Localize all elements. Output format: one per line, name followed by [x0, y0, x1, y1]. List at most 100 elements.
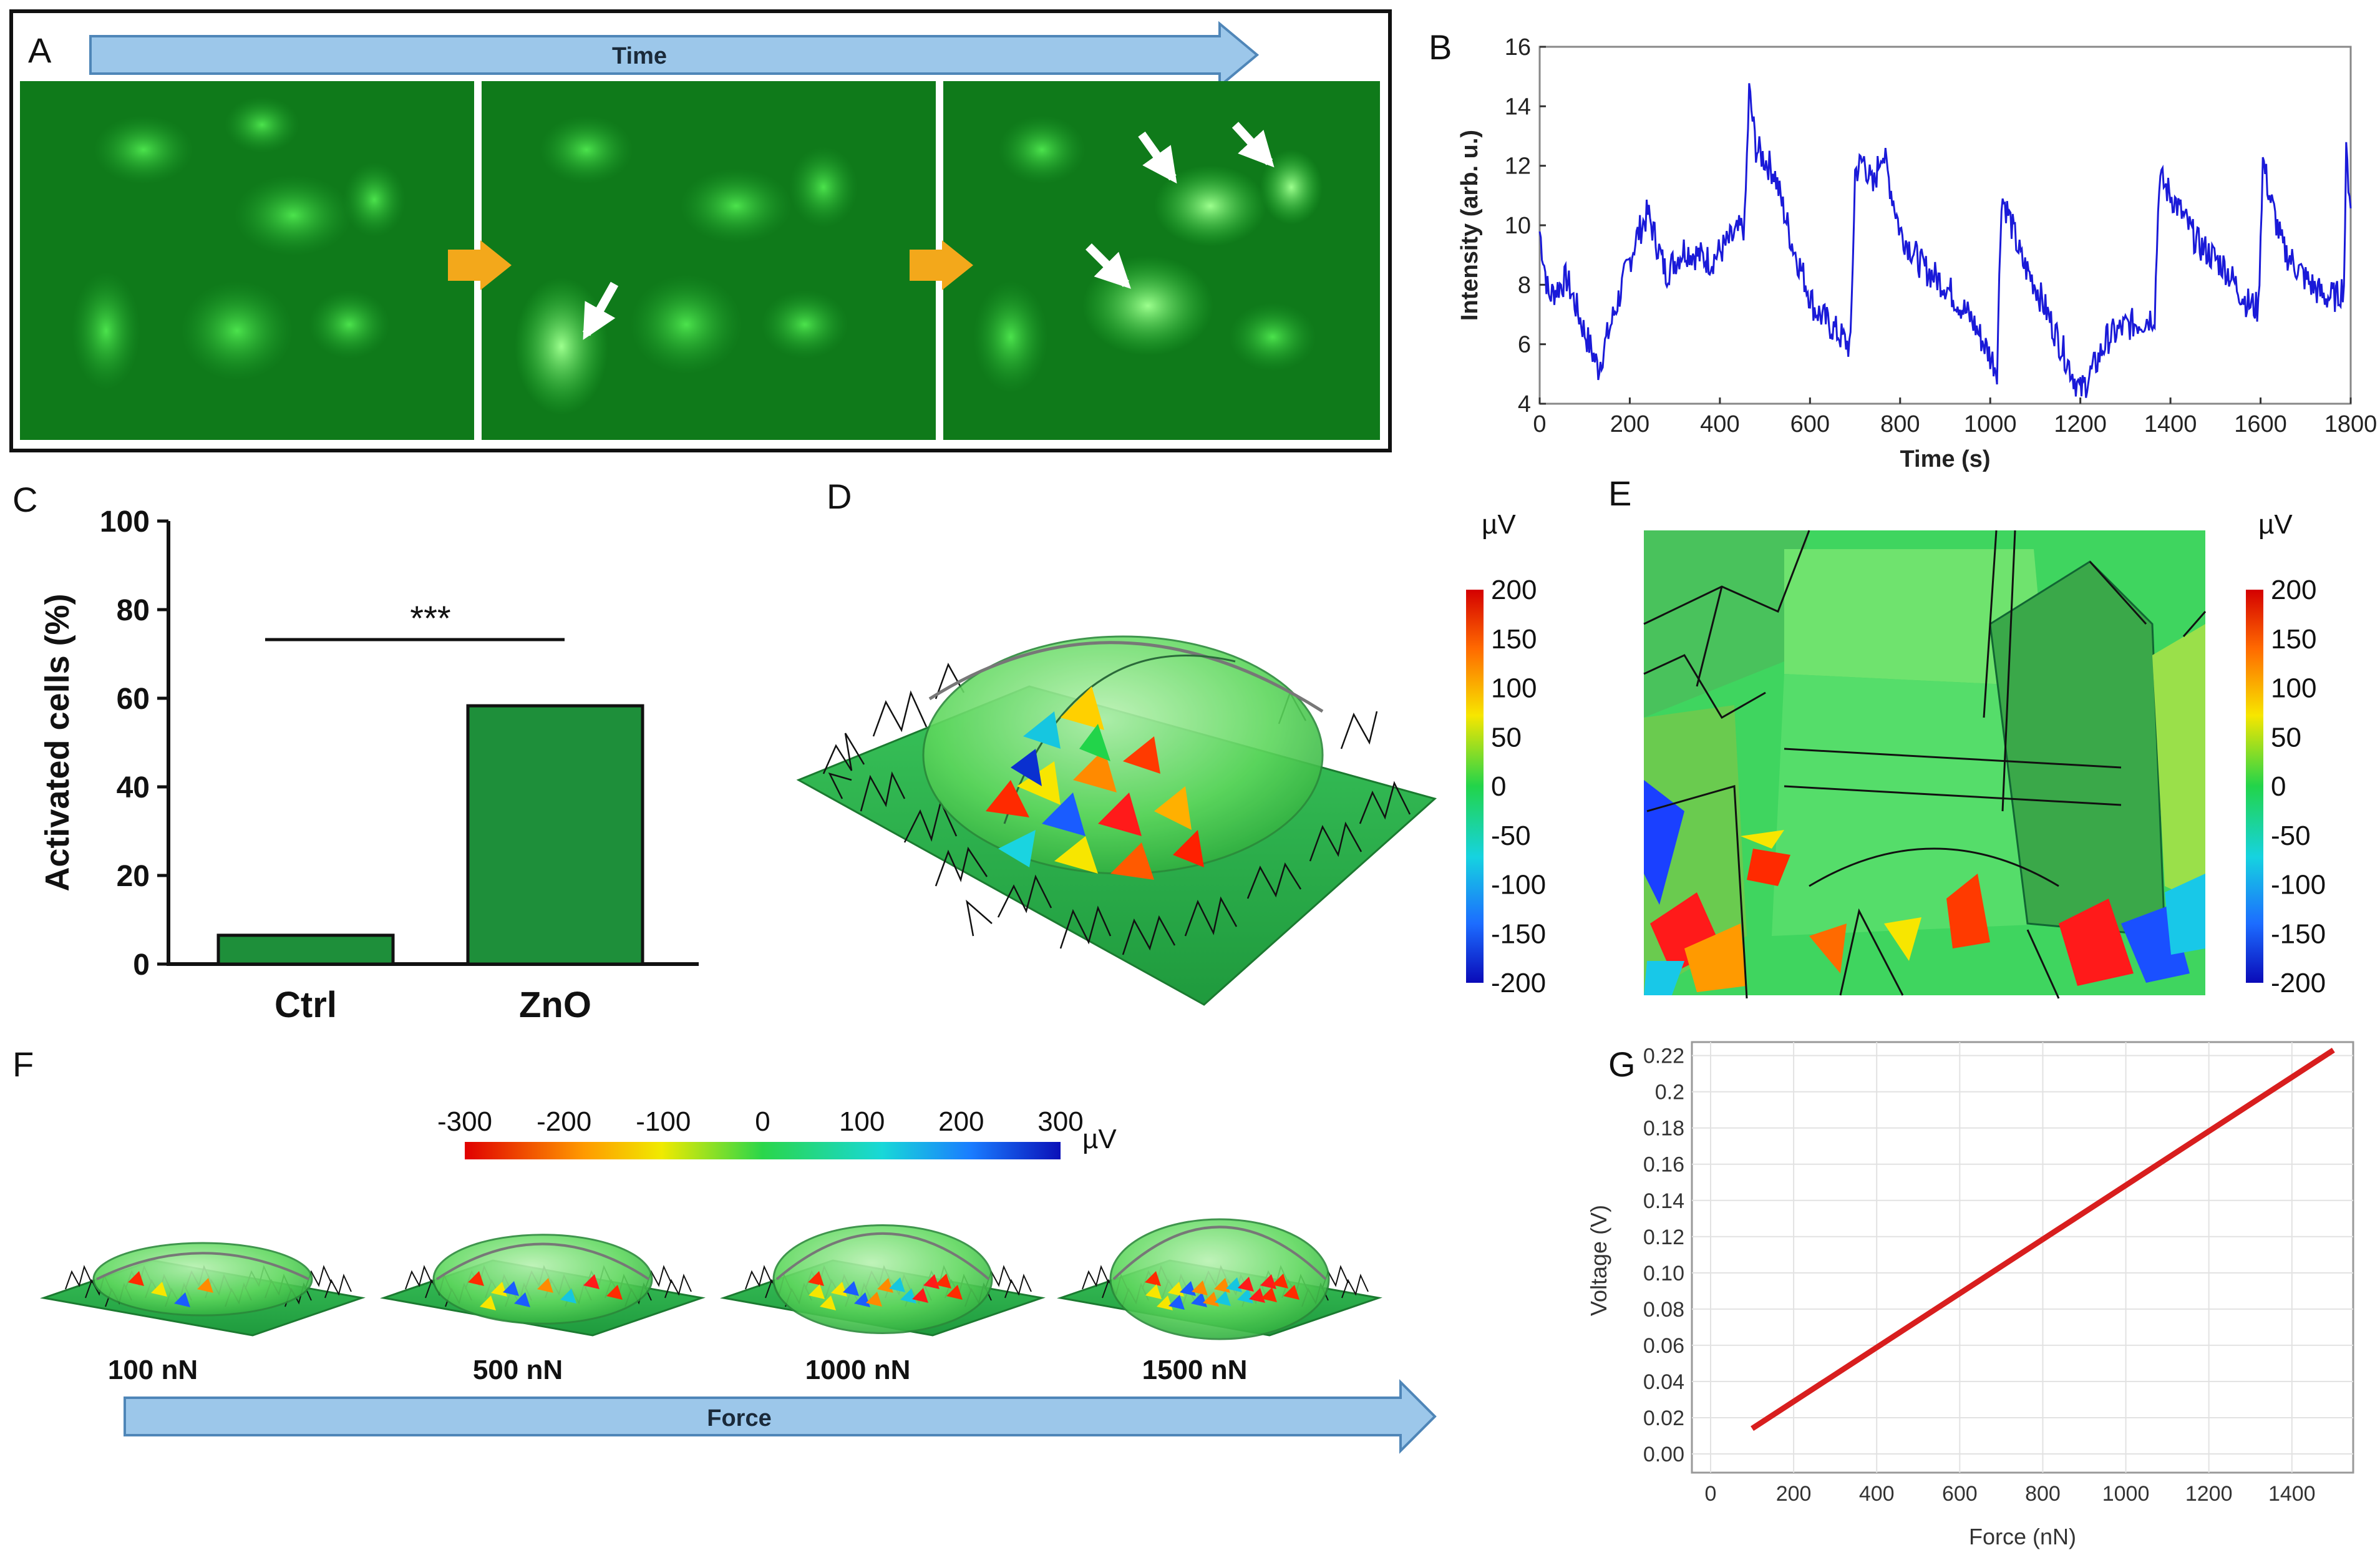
colorbar-d — [1466, 590, 1484, 983]
colorbar-f-tick: 0 — [755, 1106, 770, 1137]
force-piezo-patch — [1203, 1292, 1219, 1307]
panel-e: E µV 200 150 100 50 0 -50 -100 -150 -200 — [1608, 474, 2326, 999]
force-piezo-patch — [1191, 1292, 1207, 1307]
force-arrow-label: Force — [707, 1405, 771, 1431]
force-label-4: 1500 nN — [1142, 1355, 1248, 1385]
panel-g-ytick-label: 0.10 — [1643, 1262, 1684, 1285]
orange-arrow-2 — [910, 240, 973, 290]
piezo-patches-d — [986, 686, 1204, 880]
bar-ctrl — [216, 933, 395, 966]
orange-arrow-1 — [448, 240, 512, 290]
panel-g-ytick-label: 0.08 — [1643, 1298, 1684, 1322]
force-dome-outline — [435, 1242, 650, 1280]
panel-b-ytick-label: 8 — [1518, 272, 1531, 298]
panel-b-xtick-label: 400 — [1700, 411, 1739, 437]
panel-g: G 0.000.020.040.060.080.100.120.140.160.… — [1586, 1041, 2354, 1549]
force-piezo-patch — [151, 1282, 167, 1297]
colorbar-d-tick: -100 — [1491, 870, 1546, 900]
bar-zno — [466, 704, 644, 966]
force-piezo-patch — [537, 1278, 553, 1293]
panel-g-ytick-label: 0.2 — [1655, 1081, 1684, 1104]
force-piezo-patch — [560, 1289, 576, 1304]
force-piezo-patch — [1226, 1277, 1242, 1292]
force-cell-dome — [1109, 1218, 1330, 1340]
time-arrow-label: Time — [612, 43, 667, 69]
force-dome-1 — [40, 1242, 366, 1337]
colorbar-e-tick: 100 — [2271, 673, 2316, 704]
colorbar-d-tick: -200 — [1491, 968, 1546, 998]
panel-b-xtick-label: 0 — [1533, 411, 1546, 437]
force-piezo-patch — [923, 1274, 940, 1289]
panel-c-ytick-label: 80 — [117, 594, 150, 627]
force-piezo-patch — [1214, 1278, 1230, 1293]
force-dome-3 — [720, 1224, 1046, 1337]
panel-c-x-labels: Ctrl ZnO — [274, 985, 591, 1025]
panel-g-ytick-label: 0.22 — [1643, 1045, 1684, 1068]
panel-c-ytick-label: 20 — [117, 860, 150, 893]
force-dome-outline — [96, 1252, 309, 1280]
force-label-1: 100 nN — [108, 1355, 198, 1385]
colorbar-f-tick: -200 — [537, 1106, 591, 1137]
panel-b-y-ticks: 4 6 8 10 12 14 16 — [1505, 34, 1546, 417]
panel-b-xtick-label: 1600 — [2234, 411, 2287, 437]
panel-a: A Time — [9, 9, 1392, 452]
micrograph-1 — [20, 81, 474, 440]
force-piezo-patch — [1272, 1274, 1288, 1289]
hotspots-e — [1644, 780, 2205, 995]
panel-e-label: E — [1608, 474, 1631, 513]
panel-g-ytick-label: 0.02 — [1643, 1406, 1684, 1430]
force-piezo-patch — [514, 1292, 530, 1307]
colorbar-f-ticks: -300 -200 -100 0 100 200 300 — [437, 1106, 1084, 1137]
panel-g-ytick-label: 0.06 — [1643, 1334, 1684, 1358]
force-piezo-patch — [1145, 1271, 1161, 1286]
force-piezo-patch — [1238, 1277, 1254, 1292]
bar-label-ctrl: Ctrl — [274, 985, 337, 1025]
panel-c-y-label: Activated cells (%) — [39, 593, 76, 891]
force-piezo-patch — [468, 1271, 484, 1286]
force-piezo-patch — [1261, 1287, 1277, 1302]
panel-g-xtick-label: 1200 — [2185, 1482, 2233, 1506]
intensity-trace — [1538, 83, 2352, 398]
panel-b-xtick-label: 1800 — [2324, 411, 2378, 437]
force-piezo-patch — [1249, 1288, 1265, 1303]
colorbar-e-ticks: 200 150 100 50 0 -50 -100 -150 -200 — [2271, 575, 2326, 998]
panel-g-x-label: Force (nN) — [1969, 1524, 2076, 1549]
panel-g-x-ticks: 0 200 400 600 800 1000 1200 1400 — [1705, 1482, 2316, 1506]
force-piezo-patch — [480, 1295, 496, 1310]
colorbar-d-ticks: 200 150 100 50 0 -50 -100 -150 -200 — [1491, 575, 1546, 998]
force-labels: 100 nN 500 nN 1000 nN 1500 nN — [108, 1355, 1248, 1385]
panel-g-ytick-label: 0.16 — [1643, 1153, 1684, 1177]
panel-c: C 0 20 40 60 80 100 Ctrl ZnO *** Activated cel… — [12, 480, 699, 1025]
panel-f: F -300 -200 -100 0 100 200 300 µV 100 nN 500 nN… — [12, 1045, 1437, 1454]
bar-label-zno: ZnO — [519, 985, 591, 1025]
force-piezo-patch — [1237, 1289, 1253, 1304]
panel-b-xtick-label: 1400 — [2144, 411, 2197, 437]
panel-b-ytick-label: 6 — [1518, 332, 1531, 358]
panel-c-y-ticks: 0 20 40 60 80 100 — [100, 505, 168, 982]
panel-g-ytick-label: 0.00 — [1643, 1443, 1684, 1466]
colorbar-d-tick: 150 — [1491, 624, 1537, 655]
force-piezo-patch — [1192, 1280, 1208, 1295]
colorbar-e-tick: -150 — [2271, 919, 2326, 949]
force-piezo-patch — [877, 1278, 893, 1293]
colorbar-f — [465, 1142, 1061, 1159]
panel-c-ytick-label: 0 — [133, 948, 150, 982]
mesh-lines-e — [1643, 530, 2207, 999]
panel-f-label: F — [12, 1045, 34, 1084]
panel-c-ytick-label: 100 — [100, 505, 150, 539]
force-dome-outline — [775, 1232, 990, 1280]
dome-outline-d — [928, 641, 1324, 713]
cell-dome-d — [922, 635, 1324, 875]
panel-b-ytick-label: 14 — [1505, 94, 1531, 120]
panel-g-grid — [1692, 1042, 2353, 1473]
force-piezo-patch — [503, 1281, 519, 1296]
panel-c-label: C — [12, 480, 37, 519]
panel-g-ytick-label: 0.12 — [1643, 1226, 1684, 1249]
panel-g-ytick-label: 0.04 — [1643, 1370, 1684, 1394]
panel-g-xtick-label: 400 — [1859, 1482, 1895, 1506]
colorbar-f-tick: -300 — [437, 1106, 492, 1137]
panel-b-xtick-label: 1200 — [2054, 411, 2107, 437]
significance-stars: *** — [410, 598, 450, 638]
panel-b-ytick-label: 16 — [1505, 34, 1531, 61]
